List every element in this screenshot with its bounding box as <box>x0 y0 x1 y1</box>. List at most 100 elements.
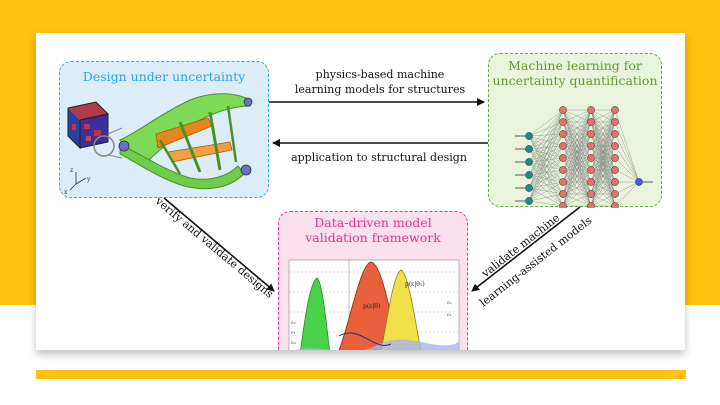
nn-edge <box>528 135 564 147</box>
blue-surface <box>295 339 459 350</box>
nn-node <box>525 145 533 153</box>
arrow-middle-label: application to structural design <box>291 151 467 164</box>
nn-edge <box>528 148 564 171</box>
nn-edge <box>590 133 616 207</box>
axis-x-label: x <box>64 189 68 196</box>
nn-edge <box>528 161 564 195</box>
nn-node <box>611 154 619 162</box>
structure-illustration: z y x <box>64 93 253 196</box>
nn-edge <box>590 121 616 207</box>
nn-edge <box>562 133 592 207</box>
nn-edge <box>590 109 616 207</box>
nn-node <box>525 184 533 192</box>
nn-node <box>611 190 619 198</box>
arrow-top-label-line2: learning models for structures <box>294 83 466 96</box>
nn-node <box>611 106 619 114</box>
nn-edge <box>528 109 564 176</box>
nn-edge <box>528 109 564 137</box>
validation-framework-box: Data-driven model validation framework p… <box>278 211 468 350</box>
arrow-top-label-line1: physics-based machine <box>315 68 445 81</box>
nn-edge <box>528 121 564 163</box>
nn-edge <box>528 121 564 202</box>
nn-node <box>559 142 567 150</box>
nn-edge <box>614 145 640 183</box>
nn-edge <box>562 109 592 123</box>
nn-edge <box>528 148 564 195</box>
nn-node <box>587 106 595 114</box>
nn-edge <box>528 174 564 183</box>
nn-edge <box>528 161 564 207</box>
green-distribution <box>300 277 330 350</box>
nn-edge <box>528 135 564 183</box>
nn-node <box>611 166 619 174</box>
nn-edge <box>562 181 592 207</box>
nn-edge <box>614 133 640 183</box>
machine-learning-box: Machine learning for uncertainty quantif… <box>488 53 662 208</box>
nn-node <box>611 142 619 150</box>
nn-node <box>611 118 619 126</box>
nn-edge <box>528 145 564 176</box>
nn-edge <box>528 157 564 176</box>
nn-edge <box>590 181 616 207</box>
nn-edge <box>528 133 564 150</box>
nn-edge <box>614 169 640 183</box>
arrow-left-label: verify and validate designs <box>152 194 276 301</box>
nn-edge <box>562 121 592 207</box>
nn-edge <box>562 109 592 183</box>
nn-edge <box>528 145 564 189</box>
nn-node <box>559 166 567 174</box>
nn-edge <box>528 109 564 163</box>
nn-edge <box>590 109 616 195</box>
nn-edge <box>528 193 564 202</box>
nn-edge <box>614 181 640 195</box>
nn-edge <box>528 148 564 159</box>
nn-edge <box>528 169 564 189</box>
nn-node <box>587 154 595 162</box>
nn-edge <box>528 121 564 150</box>
plot-tick-5: ε₁ <box>447 312 452 318</box>
nn-node <box>559 154 567 162</box>
nn-node <box>559 118 567 126</box>
nn-edge <box>528 187 564 207</box>
nn-edge <box>614 121 640 183</box>
bottom-accent-bar <box>36 370 686 379</box>
axis-z-label: z <box>70 167 73 174</box>
nn-edge <box>528 200 564 207</box>
nn-node <box>587 130 595 138</box>
nn-edge <box>614 157 640 183</box>
nn-node <box>587 202 595 208</box>
nn-node <box>611 202 619 208</box>
nn-edge <box>528 148 564 207</box>
nn-edge <box>528 133 564 189</box>
nn-edge <box>528 169 564 176</box>
nn-edge <box>528 174 564 195</box>
yellow-distribution <box>380 269 422 350</box>
neural-network-illustration <box>515 106 653 208</box>
nn-edge <box>528 161 564 183</box>
nn-edge <box>562 193 592 207</box>
nn-edge <box>528 109 564 189</box>
microstructure-cube-icon <box>67 101 110 150</box>
plot-tick-3: ε₀ <box>291 340 296 346</box>
nn-edge <box>562 109 592 159</box>
axis-y-label: y <box>86 176 91 183</box>
nn-edge <box>562 169 592 207</box>
nn-edge <box>528 109 564 150</box>
design-under-uncertainty-box: Design under uncertainty <box>59 61 269 198</box>
nn-node <box>587 178 595 186</box>
nn-edge <box>528 181 564 202</box>
nn-edge <box>528 161 564 171</box>
nn-node <box>587 166 595 174</box>
nn-edge <box>590 109 616 123</box>
nn-node <box>525 158 533 166</box>
nn-edge <box>562 157 592 207</box>
nn-node <box>559 106 567 114</box>
validation-box-title-line2: validation framework <box>305 230 441 245</box>
nn-edge <box>528 145 564 163</box>
nn-edge <box>528 135 564 171</box>
nn-edge <box>614 109 640 183</box>
nn-edge <box>528 181 564 189</box>
nn-node <box>587 190 595 198</box>
nn-edge <box>528 145 564 150</box>
nn-edge <box>528 157 564 202</box>
